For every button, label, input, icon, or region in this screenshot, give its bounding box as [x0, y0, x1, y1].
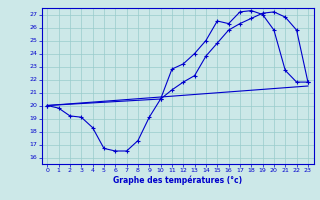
X-axis label: Graphe des températures (°c): Graphe des températures (°c)	[113, 176, 242, 185]
